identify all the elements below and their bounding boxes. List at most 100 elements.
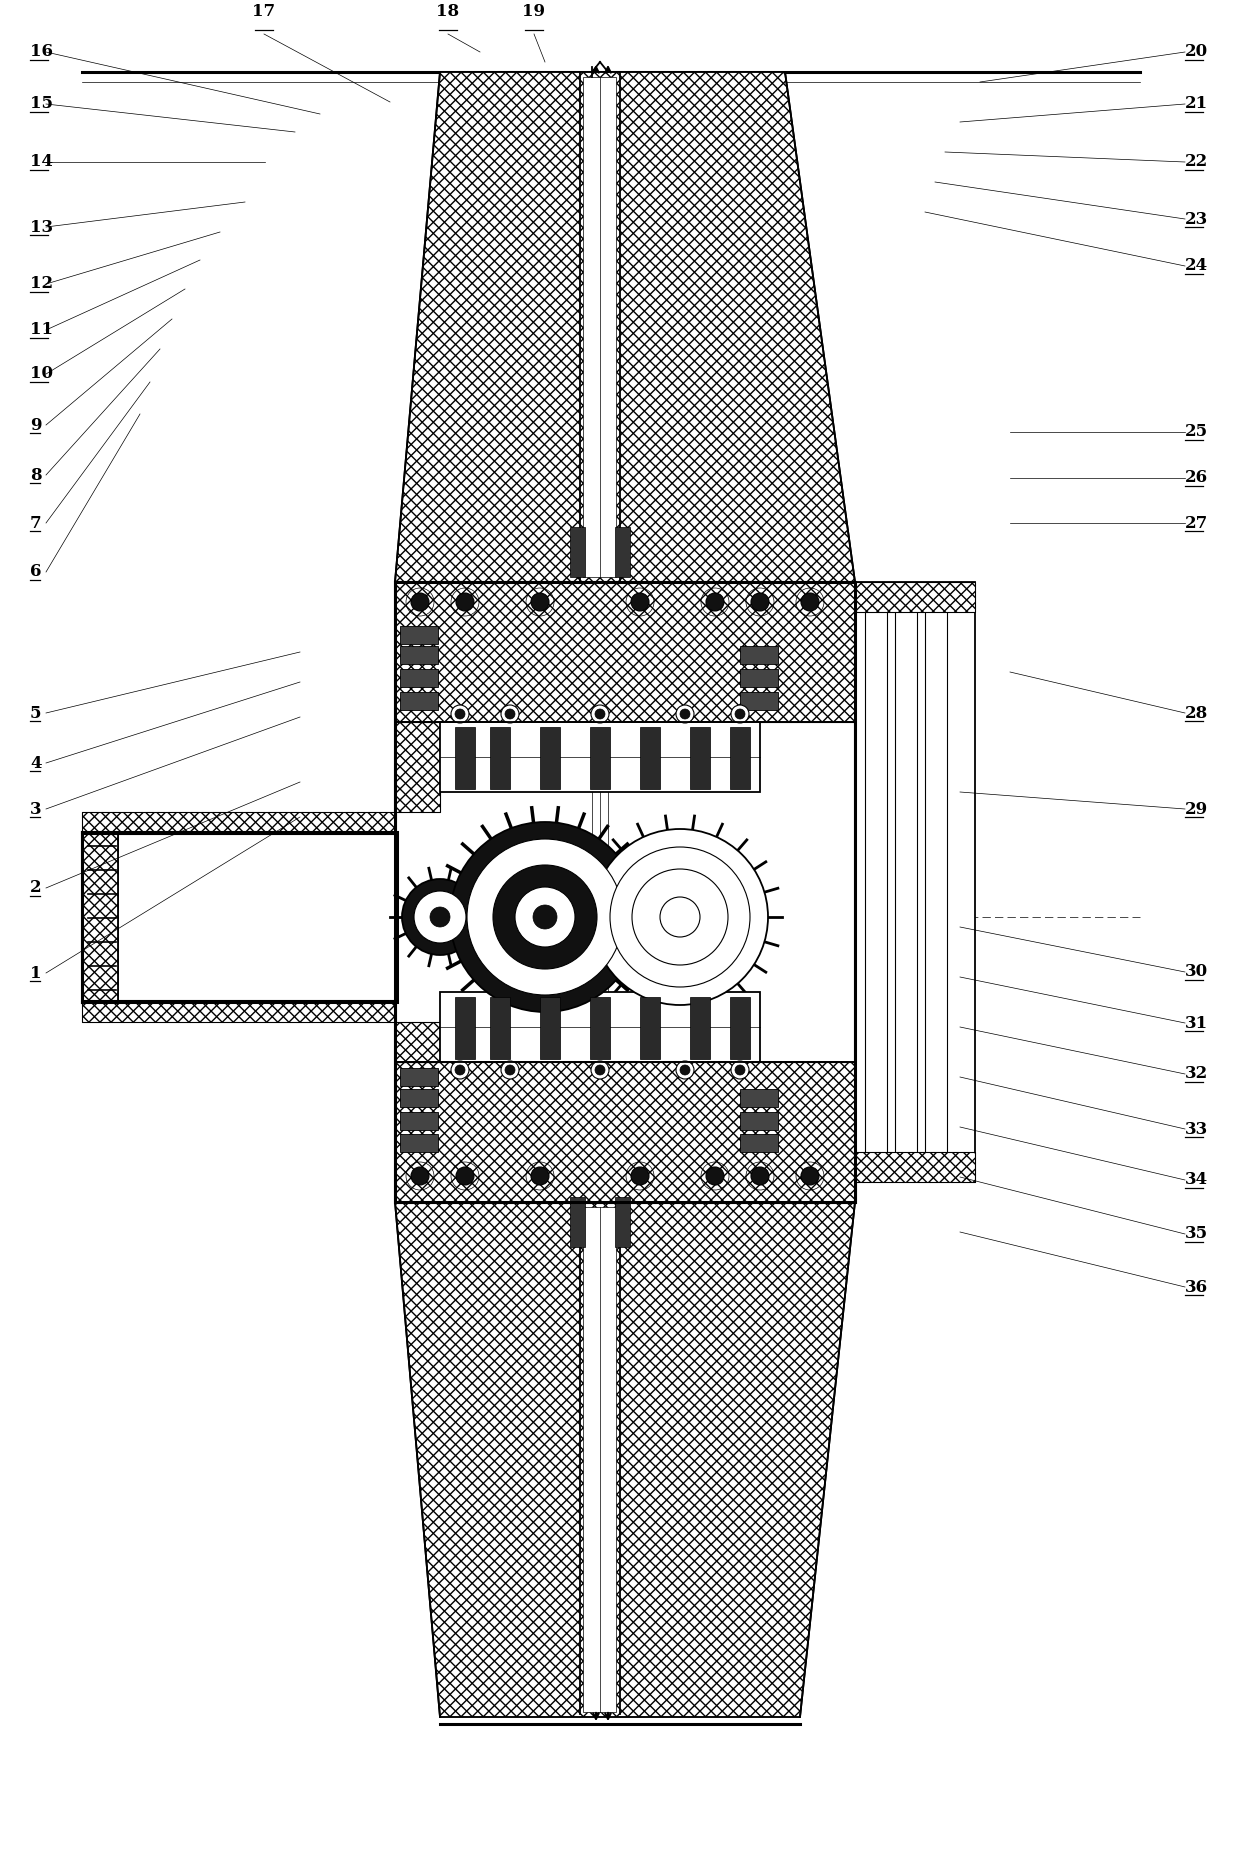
Bar: [740, 668, 777, 687]
Text: 28: 28: [1185, 704, 1208, 721]
Polygon shape: [82, 812, 396, 835]
Text: 20: 20: [1185, 43, 1208, 60]
Bar: [895, 592, 918, 1172]
Circle shape: [402, 880, 477, 955]
Circle shape: [410, 593, 429, 610]
Text: 12: 12: [30, 275, 53, 292]
Bar: [401, 646, 438, 665]
Bar: [401, 693, 438, 709]
Bar: [615, 1196, 630, 1247]
Text: 15: 15: [30, 95, 53, 112]
Text: 13: 13: [30, 219, 53, 236]
Bar: [740, 693, 777, 709]
Circle shape: [591, 829, 768, 1005]
Bar: [730, 998, 750, 1060]
Bar: [583, 1207, 616, 1713]
Polygon shape: [396, 1061, 856, 1202]
Bar: [856, 582, 975, 1181]
Circle shape: [455, 709, 465, 719]
Circle shape: [631, 593, 649, 610]
Bar: [640, 726, 660, 788]
Circle shape: [533, 904, 557, 929]
Bar: [539, 726, 560, 788]
Text: 29: 29: [1185, 801, 1208, 818]
Circle shape: [706, 593, 724, 610]
Bar: [925, 592, 947, 1172]
Text: 9: 9: [30, 416, 41, 434]
Circle shape: [450, 822, 640, 1013]
Text: 7: 7: [30, 515, 42, 532]
Text: 11: 11: [30, 322, 53, 339]
Bar: [490, 726, 510, 788]
Text: 31: 31: [1185, 1015, 1208, 1031]
Text: 17: 17: [253, 4, 275, 21]
Bar: [490, 998, 510, 1060]
Circle shape: [680, 1065, 689, 1075]
Polygon shape: [396, 582, 856, 723]
Text: 30: 30: [1185, 964, 1208, 981]
Circle shape: [494, 865, 596, 970]
Bar: [539, 998, 560, 1060]
Circle shape: [456, 593, 474, 610]
Circle shape: [455, 1065, 465, 1075]
Bar: [455, 998, 475, 1060]
Text: 10: 10: [30, 365, 53, 382]
Text: 3: 3: [30, 801, 42, 818]
Circle shape: [591, 706, 609, 723]
Bar: [396, 582, 856, 1202]
Bar: [740, 646, 777, 665]
Circle shape: [501, 1061, 520, 1078]
Polygon shape: [396, 1202, 856, 1717]
Circle shape: [732, 706, 749, 723]
Text: 26: 26: [1185, 470, 1208, 487]
Circle shape: [676, 706, 694, 723]
Circle shape: [610, 846, 750, 987]
Circle shape: [430, 908, 450, 927]
Text: 8: 8: [30, 466, 42, 483]
Text: 4: 4: [30, 754, 41, 771]
Bar: [615, 528, 630, 577]
Polygon shape: [82, 1000, 396, 1022]
Circle shape: [680, 709, 689, 719]
Bar: [401, 1069, 438, 1086]
Circle shape: [515, 887, 575, 947]
Bar: [583, 77, 616, 577]
Text: 27: 27: [1185, 515, 1208, 532]
Bar: [396, 582, 856, 1202]
Bar: [730, 726, 750, 788]
Circle shape: [631, 1166, 649, 1185]
Polygon shape: [856, 1151, 975, 1181]
Bar: [689, 726, 711, 788]
Text: 19: 19: [522, 4, 546, 21]
Circle shape: [531, 593, 549, 610]
Circle shape: [801, 593, 818, 610]
Text: 24: 24: [1185, 258, 1208, 275]
Text: 34: 34: [1185, 1172, 1208, 1189]
Circle shape: [751, 1166, 769, 1185]
Polygon shape: [396, 71, 856, 582]
Bar: [401, 625, 438, 644]
Bar: [866, 592, 887, 1172]
Text: 16: 16: [30, 43, 53, 60]
Circle shape: [595, 709, 605, 719]
Bar: [590, 726, 610, 788]
Polygon shape: [82, 831, 118, 1002]
Text: 36: 36: [1185, 1279, 1208, 1295]
Circle shape: [676, 1061, 694, 1078]
Bar: [440, 992, 760, 1061]
Text: 14: 14: [30, 154, 53, 170]
Bar: [401, 1090, 438, 1106]
Circle shape: [451, 706, 469, 723]
Bar: [401, 1134, 438, 1151]
Circle shape: [591, 1061, 609, 1078]
Circle shape: [505, 1065, 515, 1075]
Polygon shape: [396, 1022, 440, 1061]
Bar: [740, 1090, 777, 1106]
Text: 32: 32: [1185, 1065, 1208, 1082]
Bar: [640, 998, 660, 1060]
Circle shape: [660, 897, 701, 938]
Polygon shape: [856, 582, 975, 612]
Bar: [82, 831, 397, 1002]
Text: 33: 33: [1185, 1121, 1208, 1138]
Circle shape: [706, 1166, 724, 1185]
